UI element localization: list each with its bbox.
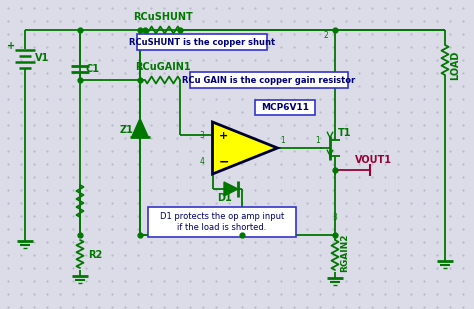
Text: D1 protects the op amp input
if the load is shorted.: D1 protects the op amp input if the load… bbox=[160, 212, 284, 232]
Text: RGAIN2: RGAIN2 bbox=[340, 234, 349, 272]
Text: LOAD: LOAD bbox=[450, 50, 460, 80]
Text: 3: 3 bbox=[200, 130, 204, 139]
FancyBboxPatch shape bbox=[190, 72, 348, 88]
Text: D1: D1 bbox=[218, 193, 232, 203]
Text: −: − bbox=[219, 155, 229, 168]
Text: 1: 1 bbox=[315, 136, 320, 145]
Text: RCuSHUNT is the copper shunt: RCuSHUNT is the copper shunt bbox=[129, 37, 275, 46]
Text: 2: 2 bbox=[324, 31, 329, 40]
Text: Z1: Z1 bbox=[120, 125, 134, 135]
FancyBboxPatch shape bbox=[137, 34, 267, 50]
Text: 1: 1 bbox=[281, 136, 285, 145]
Text: VOUT1: VOUT1 bbox=[355, 155, 392, 165]
Text: V1: V1 bbox=[35, 53, 49, 63]
Text: RCuGAIN1: RCuGAIN1 bbox=[135, 62, 191, 72]
Text: 4: 4 bbox=[200, 156, 204, 166]
Polygon shape bbox=[224, 182, 238, 196]
Polygon shape bbox=[132, 118, 148, 137]
Text: RCu GAIN is the copper gain resistor: RCu GAIN is the copper gain resistor bbox=[182, 75, 356, 84]
Text: 3: 3 bbox=[332, 213, 337, 222]
Polygon shape bbox=[212, 122, 277, 174]
Text: C1: C1 bbox=[85, 64, 99, 74]
Text: RCuSHUNT: RCuSHUNT bbox=[133, 12, 192, 22]
Text: +: + bbox=[219, 131, 228, 141]
Text: +: + bbox=[7, 41, 15, 51]
Text: T1: T1 bbox=[338, 128, 352, 138]
Text: R2: R2 bbox=[88, 250, 102, 260]
Text: MCP6V11: MCP6V11 bbox=[261, 103, 309, 112]
FancyBboxPatch shape bbox=[255, 100, 315, 115]
FancyBboxPatch shape bbox=[148, 207, 296, 237]
